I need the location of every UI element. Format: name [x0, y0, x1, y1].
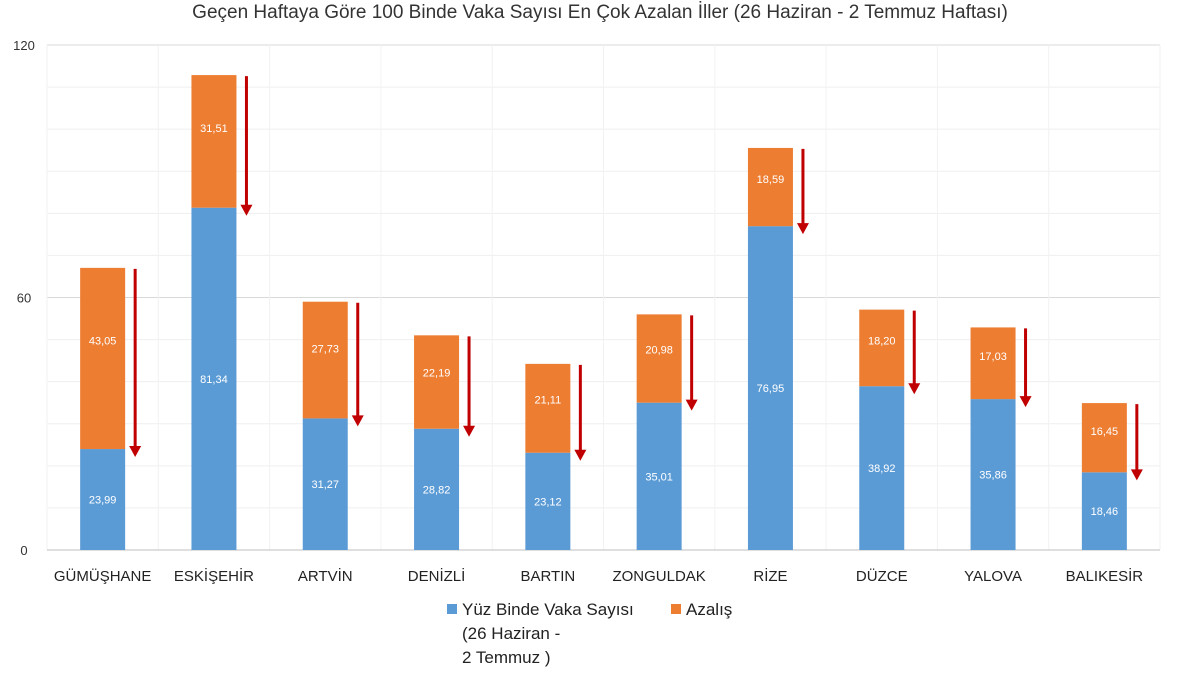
bars: [80, 75, 1127, 551]
legend-label-cases: Yüz Binde Vaka Sayısı (26 Haziran - 2 Te…: [462, 598, 662, 670]
legend-swatch-decrease: [671, 604, 681, 614]
value-label-decrease: 20,98: [645, 345, 673, 357]
bar-cases: [80, 449, 126, 550]
bar-cases: [191, 207, 237, 551]
bar-decrease: [859, 309, 905, 387]
value-label-decrease: 22,19: [423, 368, 451, 380]
bar-decrease: [636, 314, 682, 403]
bar-cases: [747, 226, 793, 550]
category-label: GÜMÜŞHANE: [54, 567, 152, 585]
value-label-cases: 81,34: [200, 374, 228, 386]
category-label: YALOVA: [964, 568, 1022, 585]
category-label: BALIKESİR: [1066, 567, 1144, 585]
category-label: BARTIN: [520, 568, 575, 585]
bar-decrease: [191, 75, 237, 208]
bar-decrease: [414, 335, 460, 429]
bar-cases: [1081, 472, 1127, 550]
gridlines: [46, 44, 1161, 551]
category-label: ARTVİN: [298, 567, 353, 585]
arrow-head: [463, 425, 476, 437]
value-labels: 23,99 43,05 81,34 31,51 31,27 27,73 28,82 22,19…: [89, 123, 1118, 518]
y-axis: 0 60 120: [13, 38, 35, 558]
arrow-head: [685, 399, 698, 411]
category-label: ZONGULDAK: [612, 568, 705, 585]
bar-cases: [636, 402, 682, 550]
value-label-cases: 35,86: [979, 470, 1007, 482]
value-label-decrease: 16,45: [1091, 426, 1119, 438]
legend-label-line-2: (26 Haziran -: [462, 624, 561, 643]
value-label-cases: 28,82: [423, 484, 451, 496]
arrow-head: [129, 446, 142, 458]
y-tick-label: 120: [13, 38, 35, 53]
value-label-cases: 38,92: [868, 463, 896, 475]
chart-title: Geçen Haftaya Göre 100 Binde Vaka Sayısı…: [192, 2, 1008, 23]
value-label-cases: 23,99: [89, 495, 117, 507]
value-label-decrease: 18,20: [868, 335, 896, 347]
bar-cases: [970, 399, 1016, 550]
bar-cases: [859, 386, 905, 550]
bar-cases: [414, 428, 460, 550]
value-label-decrease: 27,73: [311, 343, 339, 355]
bar-decrease: [1081, 403, 1127, 473]
y-tick-label: 0: [20, 543, 27, 558]
bar-cases: [302, 418, 348, 550]
legend-label-line-1: Yüz Binde Vaka Sayısı: [462, 600, 634, 619]
y-tick-label: 60: [17, 291, 31, 306]
value-label-decrease: 21,11: [534, 394, 561, 406]
category-label: RİZE: [753, 567, 787, 585]
value-label-cases: 23,12: [534, 496, 562, 508]
arrow-head: [1130, 469, 1143, 481]
value-label-decrease: 43,05: [89, 335, 117, 347]
value-label-decrease: 31,51: [200, 123, 228, 135]
legend-label-line-3: 2 Temmuz ): [462, 648, 551, 667]
arrow-head: [796, 223, 809, 235]
bar-cases: [525, 452, 571, 550]
x-axis: GÜMÜŞHANE ESKİŞEHİR ARTVİN DENİZLİ BARTIN ZON…: [54, 567, 1143, 585]
bar-decrease: [302, 301, 348, 419]
value-label-cases: 31,27: [311, 479, 339, 491]
value-label-decrease: 18,59: [757, 174, 785, 186]
decrease-arrows: [129, 76, 1143, 481]
arrow-head: [1019, 396, 1032, 408]
value-label-cases: 35,01: [645, 471, 673, 483]
category-label: DENİZLİ: [408, 567, 466, 585]
legend-label-decrease: Azalış: [686, 600, 733, 619]
legend-swatch-cases: [447, 604, 457, 614]
arrow-head: [240, 204, 253, 216]
bar-decrease: [970, 327, 1016, 400]
arrow-head: [574, 449, 587, 461]
value-label-cases: 76,95: [757, 383, 785, 395]
category-label: DÜZCE: [856, 567, 908, 585]
value-label-cases: 18,46: [1091, 506, 1119, 518]
bar-decrease: [80, 267, 126, 450]
bar-decrease: [747, 147, 793, 227]
bar-decrease: [525, 363, 571, 453]
arrow-head: [351, 415, 364, 427]
category-label: ESKİŞEHİR: [174, 567, 254, 585]
arrow-head: [908, 383, 921, 395]
value-label-decrease: 17,03: [979, 351, 1007, 363]
